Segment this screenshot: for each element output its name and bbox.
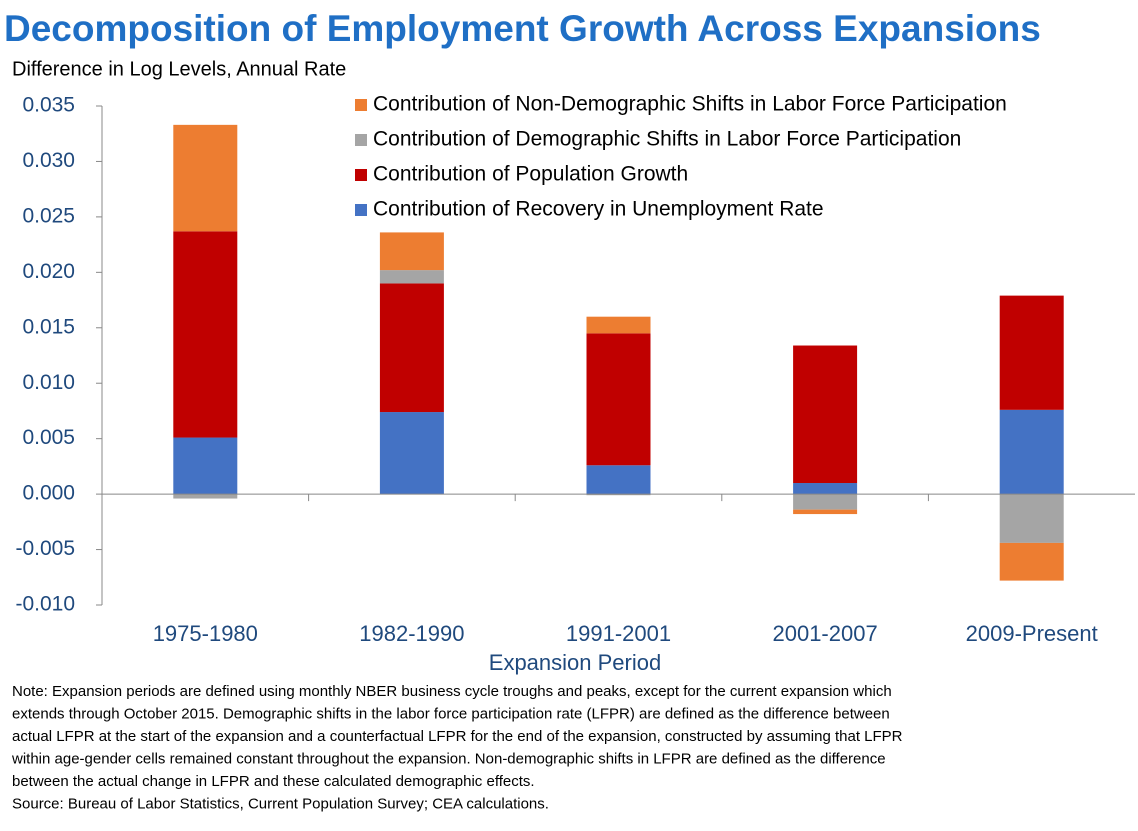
x-tick-label: 2001-2007: [772, 621, 877, 646]
bar-segment: [586, 316, 651, 334]
note-line: extends through October 2015. Demographi…: [12, 705, 890, 722]
legend-label: Contribution of Recovery in Unemployment…: [373, 198, 824, 221]
note-line: within age-gender cells remained constan…: [11, 750, 886, 767]
x-axis-label: Expansion Period: [489, 650, 661, 675]
y-tick-label: 0.035: [22, 94, 75, 117]
bar-segment: [586, 465, 651, 495]
y-tick-label: 0.030: [22, 149, 75, 172]
legend-label: Contribution of Non-Demographic Shifts i…: [373, 93, 1007, 116]
bar-segment: [379, 270, 444, 284]
bar-segment: [173, 437, 238, 495]
bar-segment: [793, 345, 858, 484]
x-tick-label: 1975-1980: [153, 621, 258, 646]
legend-label: Contribution of Demographic Shifts in La…: [373, 128, 961, 151]
legend-swatch: [355, 134, 367, 146]
x-tick-label: 1991-2001: [566, 621, 671, 646]
note-line: between the actual change in LFPR and th…: [12, 773, 535, 790]
y-tick-label: 0.010: [22, 371, 75, 394]
bar-segment: [586, 494, 651, 496]
note-line: actual LFPR at the start of the expansio…: [12, 728, 903, 745]
x-tick-label: 2009-Present: [966, 621, 1098, 646]
bar-segment: [173, 494, 238, 499]
bar-segment: [999, 542, 1064, 581]
bar-segment: [999, 295, 1064, 410]
source: Source: Bureau of Labor Statistics, Curr…: [12, 795, 549, 812]
bar-segment: [793, 494, 858, 510]
bar-segment: [793, 509, 858, 515]
bar-segment: [999, 409, 1064, 495]
legend-swatch: [355, 169, 367, 181]
legend-swatch: [355, 204, 367, 216]
bar-segment: [173, 124, 238, 232]
y-tick-label: 0.005: [22, 426, 75, 449]
y-tick-label: -0.010: [15, 593, 75, 616]
bar-segment: [379, 232, 444, 271]
bar-segment: [586, 333, 651, 466]
chart-subtitle: Difference in Log Levels, Annual Rate: [12, 58, 346, 80]
legend-swatch: [355, 99, 367, 111]
x-tick-label: 1982-1990: [359, 621, 464, 646]
bar-segment: [793, 483, 858, 495]
note-line: Note: Expansion periods are defined usin…: [12, 683, 892, 700]
y-tick-label: 0.020: [22, 260, 75, 283]
y-tick-label: 0.000: [22, 482, 75, 505]
bar-segment: [173, 231, 238, 438]
bar-segment: [379, 412, 444, 495]
bar-segment: [999, 494, 1064, 543]
chart-title: Decomposition of Employment Growth Acros…: [4, 8, 1041, 49]
y-tick-label: -0.005: [15, 537, 75, 560]
legend-label: Contribution of Population Growth: [373, 163, 688, 186]
bar-segment: [379, 283, 444, 413]
y-tick-label: 0.015: [22, 315, 75, 338]
y-tick-label: 0.025: [22, 204, 75, 227]
